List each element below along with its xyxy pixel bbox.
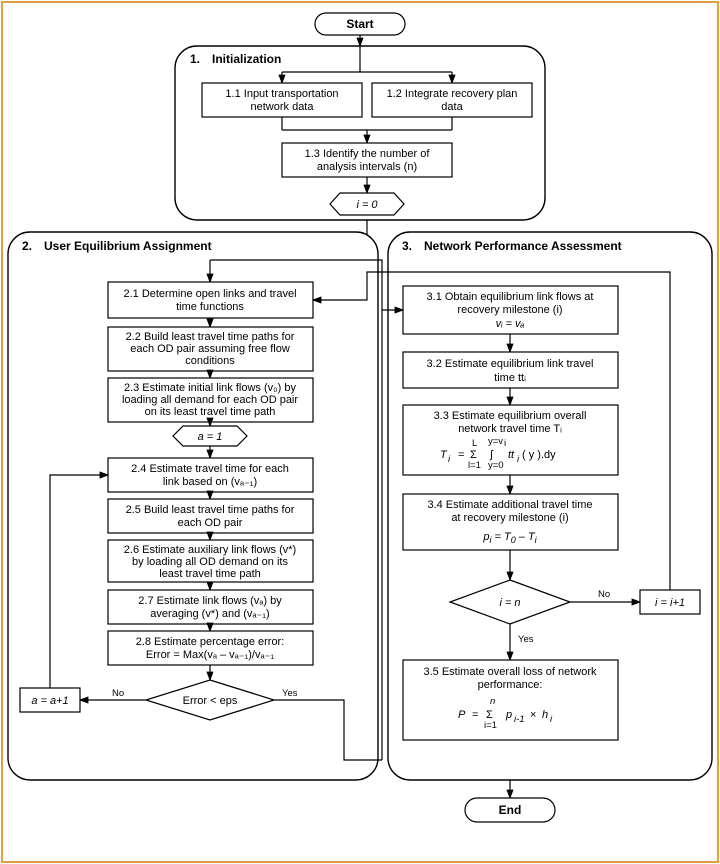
node-2-6-l3: least travel time path [159,568,261,580]
node-2-5-l2: each OD pair [178,517,243,529]
svg-text:×: × [530,709,536,721]
section-1-title: 1. Initialization [190,52,281,66]
node-3-1-l2: recovery milestone (i) [457,304,562,316]
node-1-3-l2: analysis intervals (n) [317,161,417,173]
node-2-6-l1: 2.6 Estimate auxiliary link flows (v*) [124,544,296,556]
node-3-2-l1: 3.2 Estimate equilibrium link travel [427,358,594,370]
section-3-title: 3. Network Performance Assessment [402,239,622,253]
node-1-2-l2: data [441,101,463,113]
svg-text:i=1: i=1 [484,720,497,731]
svg-text:i: i [504,438,506,449]
node-2-3-l3: on its least travel time path [145,406,276,418]
node-3-3-l2: network travel time Tᵢ [458,423,562,435]
svg-text:p: p [505,709,512,721]
node-2-7-l2: averaging (v*) and (vₐ₋₁) [150,608,269,620]
node-2-2-l1: 2.2 Build least travel time paths for [126,331,295,343]
node-3-1-l1: 3.1 Obtain equilibrium link flows at [427,291,594,303]
node-1-2-l1: 1.2 Integrate recovery plan [387,88,518,100]
node-a-plus-1-label: a = a+1 [31,695,68,707]
node-i-plus-1-label: i = i+1 [655,597,685,609]
node-2-3-l2: loading all demand for each OD pair [122,394,298,406]
node-2-2-l3: conditions [185,355,235,367]
svg-text:l=1: l=1 [468,460,481,471]
svg-text:y=v: y=v [488,436,503,447]
decision-in-label: i = n [499,597,520,609]
node-2-7-l1: 2.7 Estimate link flows (vₐ) by [138,595,282,607]
node-3-5-l1: 3.5 Estimate overall loss of network [423,666,597,678]
svg-text:i-1: i-1 [514,714,525,725]
section-2-title: 2. User Equilibrium Assignment [22,239,212,253]
edge-label-yes-2: Yes [282,688,298,699]
svg-text:L: L [472,438,477,449]
svg-text:P: P [458,709,466,721]
node-3-5-l2: performance: [478,679,543,691]
svg-text:=: = [458,449,464,461]
node-1-1-l1: 1.1 Input transportation [225,88,338,100]
node-2-4-l2: link based on (vₐ₋₁) [163,476,257,488]
edge-label-no-3: No [598,589,610,600]
decision-a1-label: a = 1 [198,431,223,443]
decision-error-label: Error < eps [183,695,238,707]
node-1-3-l1: 1.3 Identify the number of [305,148,431,160]
node-2-3-l1: 2.3 Estimate initial link flows (v₀) by [124,382,297,394]
node-3-4-l2: at recovery milestone (i) [451,512,568,524]
node-3-4-l1: 3.4 Estimate additional travel time [427,499,592,511]
svg-text:n: n [490,696,495,707]
node-2-1-l2: time functions [176,301,244,313]
edge-label-no-2: No [112,688,124,699]
end-label: End [499,803,522,817]
node-2-4-l1: 2.4 Estimate travel time for each [131,463,289,475]
node-2-5-l1: 2.5 Build least travel time paths for [126,504,295,516]
node-2-1-l1: 2.1 Determine open links and travel [123,288,296,300]
svg-text:h: h [542,709,548,721]
svg-text:y=0: y=0 [488,460,504,471]
node-3-1-l3: vᵢ = vₐ [496,318,525,330]
edge-label-yes-3: Yes [518,634,534,645]
node-2-2-l2: each OD pair assuming free flow [130,343,290,355]
node-3-2-l2: time ttᵢ [494,372,526,384]
svg-text:=: = [472,709,478,721]
node-2-8-l1: 2.8 Estimate percentage error: [136,636,285,648]
node-2-6-l2: by loading all OD demand on its [132,556,288,568]
start-label: Start [346,17,373,31]
node-1-1-l2: network data [251,101,315,113]
svg-text:tt: tt [508,449,515,461]
node-2-8-l2: Error = Max(vₐ – vₐ₋₁)/vₐ₋₁ [146,649,274,661]
decision-i0-label: i = 0 [356,199,378,211]
svg-text:( y ).dy: ( y ).dy [522,449,556,461]
formula-3-4: pi = T0 – Ti [482,531,537,545]
node-3-3-l1: 3.3 Estimate equilibrium overall [434,410,587,422]
